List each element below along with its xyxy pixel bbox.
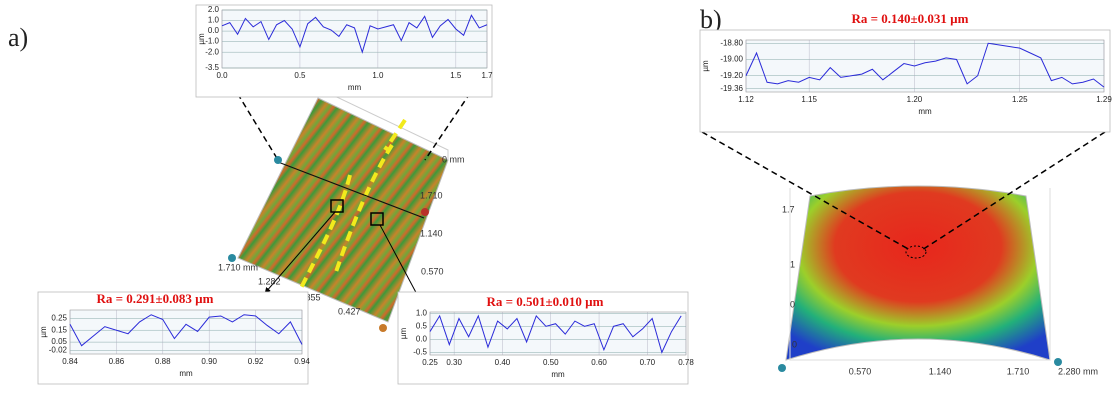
profile-line	[429, 314, 682, 354]
x-tick-label: 1.12	[738, 95, 754, 104]
x-axis-label: mm	[348, 83, 362, 92]
x-tick-label: 0.70	[640, 358, 656, 367]
plot-area	[69, 309, 303, 355]
profile-line	[69, 314, 303, 347]
surface-tick-label: 0	[792, 339, 797, 349]
y-tick-label: 1.0	[416, 308, 428, 317]
x-tick-label: 1.7	[481, 71, 493, 80]
x-tick-label: 0.30	[446, 358, 462, 367]
profile-chart: 0.25 0.15 0.05-0.02 0.84 0.86 0.88 0.90 0.92 0.9…	[37, 291, 310, 385]
panel-label: a)	[8, 23, 28, 52]
profile-line	[221, 14, 488, 54]
x-tick-label: 1.20	[907, 95, 923, 104]
x-tick-label: 0.84	[62, 357, 78, 366]
panel-label: b)	[700, 5, 722, 34]
y-tick-label: 2.0	[208, 5, 220, 14]
y-tick-label: 0.05	[51, 337, 67, 346]
surface-tick-label: 0.855	[298, 292, 321, 302]
surface-a	[221, 67, 488, 332]
y-tick-label: -18.80	[720, 38, 743, 47]
surface-tick-label: 1.710	[1007, 366, 1030, 376]
surface-tick-label: 0.427	[338, 306, 361, 316]
y-tick-label: -0.02	[49, 346, 68, 355]
y-axis-label: µm	[701, 60, 710, 72]
y-tick-label: 0.0	[416, 334, 428, 343]
y-tick-label: 0.0	[208, 26, 220, 35]
y-tick-label: -19.36	[720, 84, 743, 93]
chart-title: Ra = 0.140±0.031 µm	[852, 11, 969, 26]
surface-tick-label: 0 mm	[442, 154, 465, 164]
x-tick-label: 0.86	[109, 357, 125, 366]
y-tick-label: -2.0	[205, 47, 219, 56]
y-tick-label: 0.15	[51, 325, 67, 334]
y-axis-label: µm	[197, 33, 206, 45]
x-axis-label: mm	[918, 107, 932, 116]
surface-tick-label: 0.570	[421, 266, 444, 276]
surface-b	[701, 131, 1106, 372]
x-tick-label: 0.92	[248, 357, 264, 366]
profile-line	[745, 42, 1105, 88]
x-tick-label: 0.0	[216, 71, 228, 80]
x-tick-label: 1.25	[1012, 95, 1028, 104]
y-tick-label: -1.0	[205, 37, 219, 46]
x-tick-label: 1.15	[801, 95, 817, 104]
surface-tick-label: 2.280 mm	[1058, 366, 1098, 376]
surface-tick-label: 0	[790, 299, 795, 309]
x-tick-label: 0.5	[294, 71, 306, 80]
y-axis-label: µm	[39, 326, 48, 338]
surface-tick-label: 1.140	[420, 228, 443, 238]
surface-tick-label: 1.710 mm	[218, 262, 258, 272]
surface-tick-label: 1.140	[929, 366, 952, 376]
y-tick-label: -3.5	[205, 63, 219, 72]
chart-title: Ra = 0.291±0.083 µm	[97, 291, 214, 306]
plot-area	[221, 9, 488, 69]
x-tick-label: 0.60	[591, 358, 607, 367]
surface-tick-label: 1.282	[258, 276, 281, 286]
y-tick-label: -19.20	[720, 71, 743, 80]
surface-tick-label: 1.710	[420, 190, 443, 200]
profile-chart: 1.0 0.5 0.0 -0.50.25 0.30 0.40 0.50 0.60 0.70 0.7…	[397, 291, 694, 385]
x-tick-label: 0.78	[678, 358, 694, 367]
x-tick-label: 0.25	[422, 358, 438, 367]
x-tick-label: 0.40	[495, 358, 511, 367]
x-axis-label: mm	[179, 369, 193, 378]
x-tick-label: 1.5	[450, 71, 462, 80]
plot-area	[429, 311, 687, 356]
x-tick-label: 1.29	[1096, 95, 1112, 104]
profile-chart: -18.80 -19.00 -19.20 -19.36 1.12 1.15 1.20 1.25…	[699, 11, 1112, 133]
y-tick-label: 0.5	[416, 321, 428, 330]
x-tick-label: 0.50	[543, 358, 559, 367]
x-tick-label: 0.88	[155, 357, 171, 366]
y-axis-label: µm	[399, 328, 408, 340]
y-tick-label: -0.5	[413, 348, 427, 357]
y-tick-label: 0.25	[51, 313, 67, 322]
x-tick-label: 0.94	[294, 357, 310, 366]
surface-tick-label: 1.7	[782, 204, 795, 214]
plot-area	[745, 39, 1105, 93]
surface-tick-label: 1	[790, 259, 795, 269]
x-tick-label: 0.90	[201, 357, 217, 366]
chart-title: Ra = 0.501±0.010 µm	[487, 294, 604, 309]
y-tick-label: 1.0	[208, 16, 220, 25]
x-tick-label: 1.0	[372, 71, 384, 80]
y-tick-label: -19.00	[720, 55, 743, 64]
surface-tick-label: 0.570	[849, 366, 872, 376]
x-axis-label: mm	[551, 370, 565, 379]
